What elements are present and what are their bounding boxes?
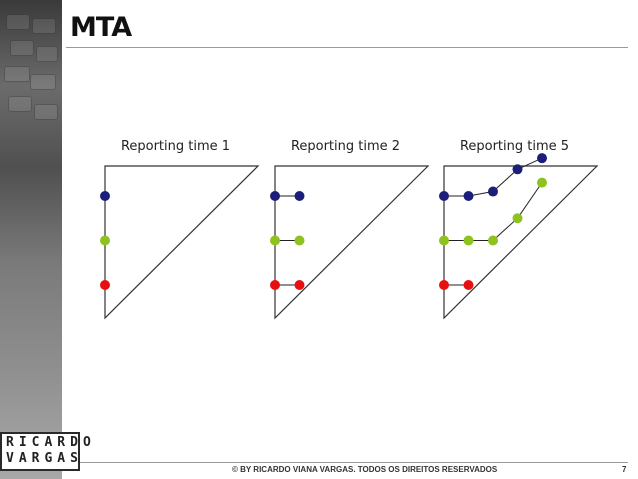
panel-3: Reporting time 5 — [439, 139, 599, 320]
logo-line-2: VARGAS — [6, 451, 83, 466]
slide-title: MTA — [70, 12, 132, 43]
series-point — [294, 235, 305, 246]
page-number: 7 — [622, 465, 627, 474]
panel-title: Reporting time 1 — [121, 139, 230, 154]
logo-line-1: RICARDO — [6, 435, 96, 450]
series-point — [537, 177, 547, 188]
panel-title: Reporting time 2 — [291, 139, 400, 154]
footer-divider — [80, 462, 628, 463]
series-point — [537, 153, 547, 164]
ricardo-vargas-logo: RICARDO VARGAS — [0, 432, 96, 471]
series-point — [100, 280, 110, 290]
sidebar-image — [0, 0, 62, 479]
series-point — [270, 280, 280, 290]
copyright-text: © BY RICARDO VIANA VARGAS. TODOS OS DIRE… — [232, 465, 498, 474]
series-point — [270, 191, 280, 201]
series-point — [270, 235, 280, 246]
series-point — [439, 235, 449, 246]
series-point — [463, 235, 474, 246]
series-point — [463, 280, 474, 290]
series-point — [463, 191, 474, 201]
series-point — [488, 235, 498, 246]
series-point — [294, 280, 305, 290]
series-point — [439, 280, 449, 290]
series-point — [512, 164, 523, 175]
panel-title: Reporting time 5 — [460, 139, 569, 154]
panel-2: Reporting time 2 — [270, 139, 430, 320]
series-point — [488, 186, 498, 197]
panel-1: Reporting time 1 — [100, 139, 260, 320]
series-point — [439, 191, 449, 201]
title-divider — [66, 47, 628, 48]
series-point — [294, 191, 305, 201]
series-point — [512, 213, 523, 224]
series-point — [100, 191, 110, 201]
series-point — [100, 235, 110, 246]
triangle-outline — [104, 165, 260, 320]
